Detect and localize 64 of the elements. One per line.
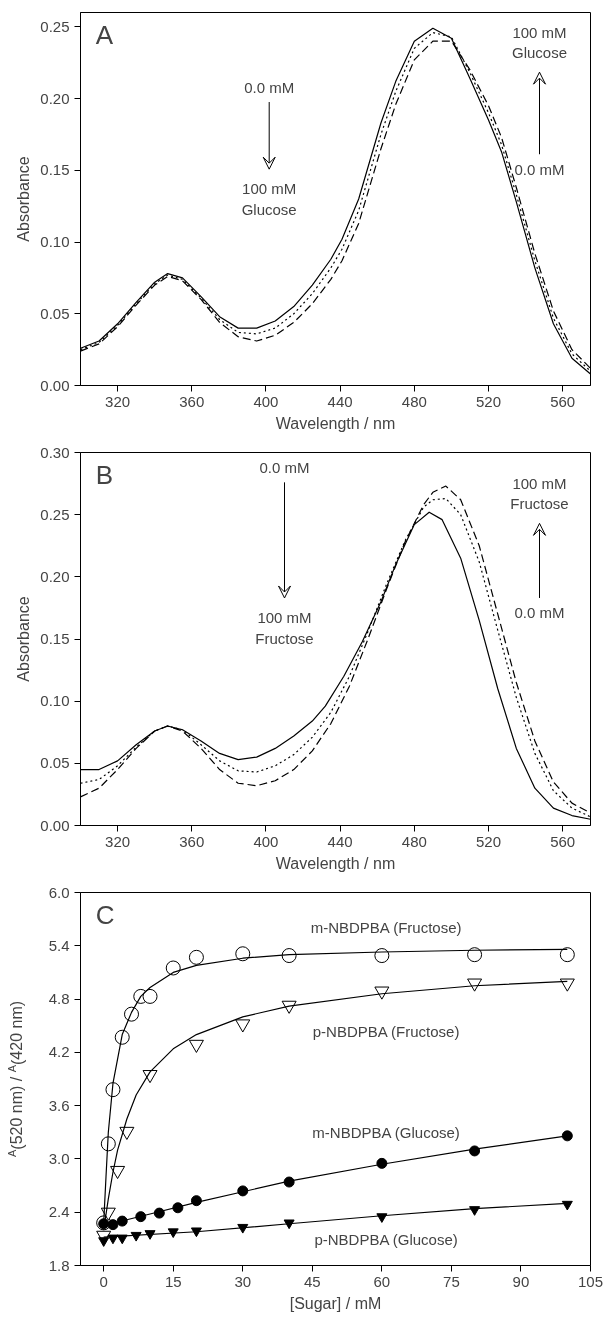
x-tick-label: 360 xyxy=(179,832,205,850)
y-tick-label: 0.25 xyxy=(40,505,70,523)
series-label: m-NBDPBA (Glucose) xyxy=(312,1124,460,1142)
x-tick-label: 480 xyxy=(401,392,427,410)
x-tick-label: 0 xyxy=(99,1272,108,1290)
annotation: 0.0 mM xyxy=(259,458,310,476)
x-tick-label: 560 xyxy=(550,392,576,410)
chart-title: A xyxy=(95,19,114,50)
annotation: 100 mM Glucose xyxy=(511,23,568,62)
y-tick-label: 5.4 xyxy=(48,936,70,954)
series-label: p-NBDPBA (Glucose) xyxy=(314,1230,458,1248)
chart-title: C xyxy=(95,899,115,930)
x-axis-title: Wavelength / nm xyxy=(275,854,396,872)
x-tick-label: 480 xyxy=(401,832,427,850)
y-tick-label: 0.30 xyxy=(40,443,70,461)
y-tick-label: 0.00 xyxy=(40,376,70,394)
x-tick-label: 15 xyxy=(164,1272,182,1290)
x-tick-label: 360 xyxy=(179,392,205,410)
y-tick-label: 0.00 xyxy=(40,816,70,834)
x-tick-label: 320 xyxy=(105,832,131,850)
x-tick-label: 45 xyxy=(303,1272,321,1290)
chart-title: B xyxy=(95,459,114,490)
annotation: 100 mM Glucose xyxy=(241,180,297,218)
y-tick-label: 0.10 xyxy=(40,692,70,710)
y-tick-label: 3.0 xyxy=(48,1149,70,1167)
x-tick-label: 400 xyxy=(253,832,279,850)
x-tick-label: 520 xyxy=(475,392,502,410)
y-tick-label: 6.0 xyxy=(48,883,70,901)
x-tick-label: 90 xyxy=(512,1272,530,1290)
y-tick-label: 0.20 xyxy=(40,89,70,107)
x-tick-label: 560 xyxy=(550,832,576,850)
series-label: m-NBDPBA (Fructose) xyxy=(310,919,462,937)
x-axis-title: Wavelength / nm xyxy=(275,414,396,432)
annotation: 0.0 mM xyxy=(514,160,565,178)
x-tick-label: 520 xyxy=(475,832,502,850)
y-axis-title: Absorbance xyxy=(15,596,33,682)
y-tick-label: 4.8 xyxy=(48,990,70,1008)
y-tick-label: 0.10 xyxy=(40,233,70,251)
x-tick-label: 440 xyxy=(327,392,353,410)
y-tick-label: 0.25 xyxy=(40,17,70,35)
y-tick-label: 0.05 xyxy=(40,304,70,322)
y-tick-label: 1.8 xyxy=(48,1256,70,1274)
x-tick-label: 105 xyxy=(577,1272,604,1290)
y-tick-label: 0.15 xyxy=(40,630,70,647)
x-tick-label: 440 xyxy=(327,832,353,850)
y-tick-label: 0.20 xyxy=(40,567,70,585)
x-axis-title: [Sugar] / mM xyxy=(289,1294,382,1312)
series-label: p-NBDPBA (Fructose) xyxy=(312,1022,460,1040)
x-tick-label: 400 xyxy=(253,392,279,410)
annotation: 0.0 mM xyxy=(514,604,565,622)
y-tick-label: 0.05 xyxy=(40,754,70,772)
y-tick-label: 2.4 xyxy=(48,1203,70,1221)
y-tick-label: 4.2 xyxy=(48,1043,70,1061)
y-tick-label: 3.6 xyxy=(48,1096,70,1114)
y-axis-title: Absorbance xyxy=(15,156,33,242)
x-tick-label: 75 xyxy=(443,1272,460,1290)
y-tick-label: 0.15 xyxy=(40,161,70,179)
x-tick-label: 320 xyxy=(105,392,131,410)
x-tick-label: 60 xyxy=(373,1272,391,1290)
annotation: 100 mM Fructose xyxy=(510,474,569,513)
annotation: 0.0 mM xyxy=(244,78,295,96)
x-tick-label: 30 xyxy=(234,1272,252,1290)
y-axis-title: A(520 nm) / A(420 nm) xyxy=(6,1000,26,1158)
annotation: 100 mM Fructose xyxy=(255,609,314,647)
